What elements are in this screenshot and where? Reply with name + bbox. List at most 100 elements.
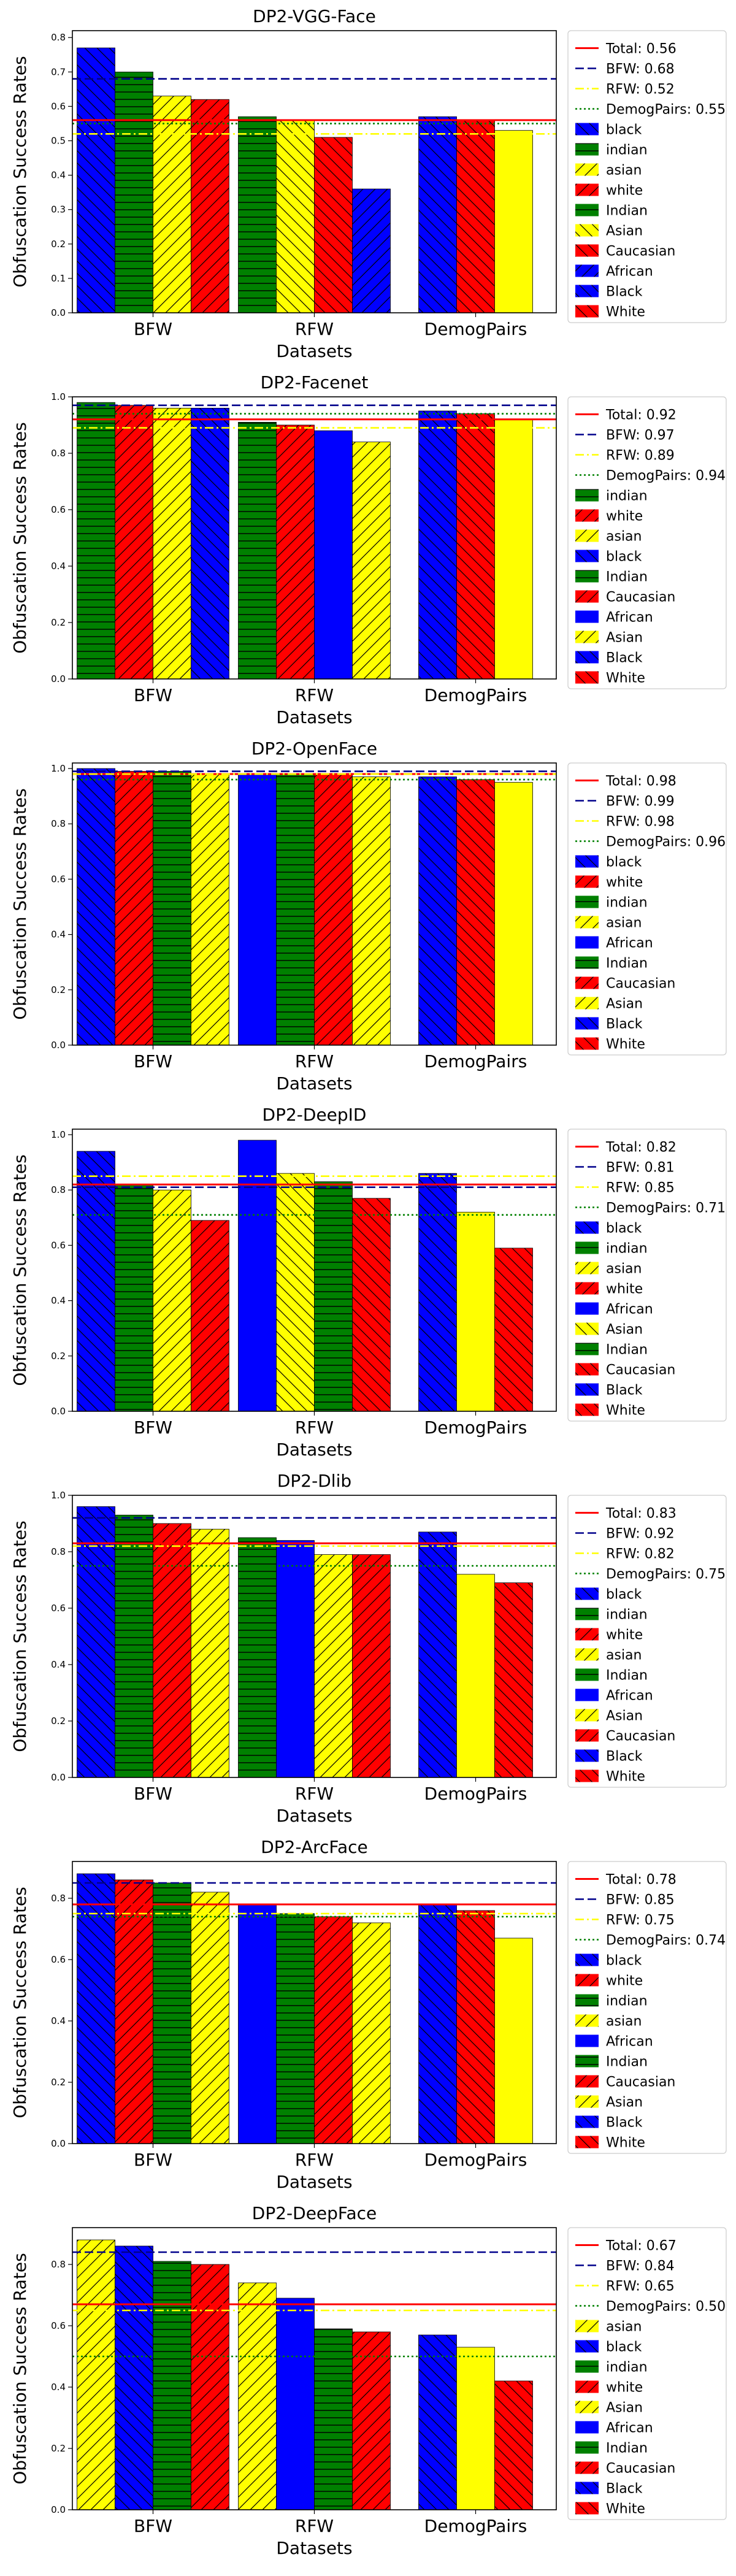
legend-entry-asian: Asian bbox=[575, 2401, 643, 2416]
legend-label: indian bbox=[606, 489, 648, 504]
x-tick-label-bfw: BFW bbox=[134, 2150, 172, 2170]
bar-rfw-indian bbox=[276, 1913, 315, 2144]
legend-label: White bbox=[606, 671, 645, 686]
y-tick-label: 0.6 bbox=[51, 873, 66, 884]
legend-label: black bbox=[606, 855, 642, 870]
bar-bfw-black bbox=[115, 2245, 153, 2510]
bar-rfw-african bbox=[352, 188, 391, 313]
legend-label: African bbox=[606, 1302, 653, 1317]
legend-patch-hatch bbox=[575, 2136, 599, 2149]
legend-label: DemogPairs: 0.50 bbox=[606, 2299, 726, 2315]
bar-hatch bbox=[115, 771, 153, 1045]
bar-demogpairs-black bbox=[418, 1904, 457, 2144]
bar-fill bbox=[238, 1140, 277, 1412]
legend-label: DemogPairs: 0.55 bbox=[606, 102, 726, 118]
legend-label: Total: 0.56 bbox=[605, 42, 677, 57]
legend-label: black bbox=[606, 550, 642, 565]
legend-entry-indian: Indian bbox=[575, 204, 648, 219]
legend-label: Indian bbox=[606, 956, 648, 972]
legend-label: BFW: 0.92 bbox=[606, 1527, 675, 1542]
bar-fill bbox=[238, 773, 277, 1046]
legend-entry-total-0-98: Total: 0.98 bbox=[575, 774, 677, 789]
x-tick-label-rfw: RFW bbox=[295, 1051, 334, 1071]
legend-label: DemogPairs: 0.71 bbox=[606, 1201, 726, 1216]
x-tick-label-demogpairs: DemogPairs bbox=[424, 685, 527, 705]
legend-label: DemogPairs: 0.94 bbox=[606, 469, 726, 484]
legend-patch-hatch bbox=[575, 997, 599, 1010]
legend-patch-hatch bbox=[575, 1403, 599, 1416]
y-axis-label: Obfuscation Success Rates bbox=[10, 1154, 30, 1386]
y-tick-label: 0.0 bbox=[51, 673, 66, 684]
bar-bfw-black bbox=[77, 47, 115, 313]
legend-entry-african: African bbox=[575, 1302, 653, 1317]
legend-entry-black: black bbox=[575, 1221, 642, 1236]
legend-entry-demogpairs-0-74: DemogPairs: 0.74 bbox=[575, 1933, 726, 1949]
legend-entry-asian: asian bbox=[575, 1648, 642, 1663]
legend-entry-rfw-0-85: RFW: 0.85 bbox=[575, 1181, 675, 1196]
bar-hatch bbox=[418, 411, 457, 679]
chart-title: DP2-Facenet bbox=[261, 372, 369, 393]
legend-entry-white: white bbox=[575, 1282, 643, 1297]
bar-hatch bbox=[238, 117, 277, 313]
legend-label: Asian bbox=[606, 1709, 643, 1724]
legend-patch-hatch bbox=[575, 2401, 599, 2413]
bar-rfw-caucasian bbox=[314, 137, 353, 313]
bar-demogpairs-black bbox=[418, 1531, 457, 1778]
x-tick-label-bfw: BFW bbox=[134, 2516, 172, 2536]
legend-entry-indian: indian bbox=[575, 2360, 648, 2375]
bar-bfw-indian bbox=[115, 1184, 153, 1412]
x-tick-label-rfw: RFW bbox=[295, 319, 334, 339]
bar-demogpairs-black bbox=[418, 2334, 457, 2510]
legend-entry-asian: Asian bbox=[575, 631, 643, 646]
y-tick-label: 0.2 bbox=[51, 1351, 66, 1362]
legend-label: BFW: 0.84 bbox=[606, 2259, 675, 2274]
legend-entry-white: White bbox=[575, 305, 645, 320]
legend-patch-swatch bbox=[575, 2421, 599, 2434]
legend-label: indian bbox=[606, 895, 648, 911]
bar-rfw-indian bbox=[314, 2328, 353, 2510]
legend-label: Total: 0.98 bbox=[605, 774, 677, 789]
bar-rfw-asian bbox=[276, 120, 315, 313]
bar-hatch bbox=[115, 1184, 153, 1411]
bar-rfw-caucasian bbox=[276, 424, 315, 680]
legend-label: RFW: 0.75 bbox=[606, 1913, 675, 1928]
y-tick-label: 0.0 bbox=[51, 2504, 66, 2515]
bar-hatch bbox=[352, 1923, 391, 2144]
legend-label: White bbox=[606, 2136, 645, 2151]
legend-label: African bbox=[606, 2421, 653, 2436]
legend-patch-hatch bbox=[575, 305, 599, 318]
legend-entry-african: African bbox=[575, 264, 653, 280]
bar-hatch bbox=[352, 776, 391, 1045]
legend-label: white bbox=[606, 183, 643, 199]
legend-entry-indian: Indian bbox=[575, 2441, 648, 2456]
legend-label: Indian bbox=[606, 2441, 648, 2456]
x-tick-label-rfw: RFW bbox=[295, 1417, 334, 1438]
legend-patch-hatch bbox=[575, 1282, 599, 1295]
legend-entry-asian: Asian bbox=[575, 224, 643, 239]
legend-label: African bbox=[606, 2034, 653, 2050]
bar-hatch bbox=[314, 137, 353, 313]
y-tick-label: 0.4 bbox=[51, 561, 66, 572]
bar-bfw-indian bbox=[77, 402, 115, 680]
legend-label: Black bbox=[606, 1749, 643, 1765]
bar-fill bbox=[494, 130, 533, 313]
y-tick-label: 0.2 bbox=[51, 617, 66, 628]
legend-label: Indian bbox=[606, 2055, 648, 2070]
bar-bfw-white bbox=[115, 1879, 153, 2144]
bar-demogpairs-black bbox=[418, 1173, 457, 1412]
legend-label: DemogPairs: 0.74 bbox=[606, 1933, 726, 1949]
legend-label: white bbox=[606, 509, 643, 524]
legend-entry-white: white bbox=[575, 2380, 643, 2396]
legend-entry-indian: indian bbox=[575, 1241, 648, 1257]
bar-hatch bbox=[418, 1904, 457, 2144]
x-axis-label: Datasets bbox=[276, 1073, 352, 1094]
legend-patch-hatch bbox=[575, 244, 599, 257]
legend-entry-caucasian: Caucasian bbox=[575, 976, 675, 992]
legend-entry-black: black bbox=[575, 123, 642, 138]
bar-hatch bbox=[456, 413, 495, 679]
y-tick-label: 0.4 bbox=[51, 2382, 66, 2393]
legend-patch-hatch bbox=[575, 1729, 599, 1742]
bar-demogpairs-white bbox=[456, 413, 495, 680]
bar-rfw-asian bbox=[314, 1554, 353, 1778]
legend-patch-hatch bbox=[575, 570, 599, 583]
